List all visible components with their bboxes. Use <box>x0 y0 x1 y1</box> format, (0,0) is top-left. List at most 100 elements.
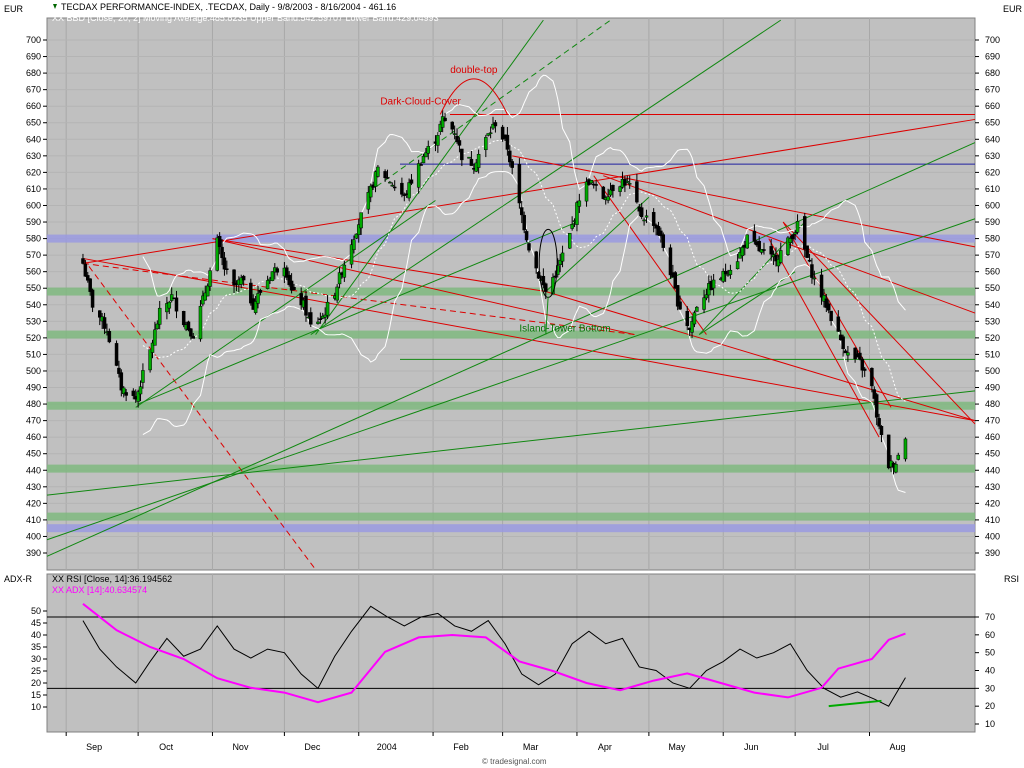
indicator-axes: 10 15 20 25 30 35 40 45 50 10 20 30 40 50 60 70 <box>31 606 995 729</box>
adx-tick-label: 30 <box>31 654 41 664</box>
candle-body <box>174 297 179 312</box>
trendline <box>135 200 436 408</box>
candle-body <box>299 293 303 306</box>
x-tick-label: Oct <box>159 742 174 752</box>
y-tick-label-right: 550 <box>985 283 1000 293</box>
y-tick-label-right: 460 <box>985 432 1000 442</box>
price-candles <box>81 109 908 475</box>
candle-body <box>841 336 845 350</box>
candle-body <box>186 321 191 331</box>
candle-body <box>534 251 538 269</box>
candle-body <box>678 301 682 310</box>
candle-body <box>601 186 606 199</box>
level-band <box>47 234 975 243</box>
candle-body <box>256 293 260 304</box>
candle-body <box>335 286 339 301</box>
candle-body <box>376 166 380 177</box>
y-tick-label-right: 490 <box>985 383 1000 393</box>
candle-body <box>191 336 196 339</box>
adx-line <box>82 603 906 704</box>
candle-body <box>249 282 253 304</box>
annotation-island-tower: Island-Tower Bottom <box>519 323 610 334</box>
candle-body <box>388 181 392 184</box>
y-tick-label-right: 480 <box>985 399 1000 409</box>
candle-body <box>793 232 797 235</box>
x-tick-label: Jul <box>817 742 829 752</box>
candle-body <box>524 231 529 241</box>
y-tick-label-right: 620 <box>985 167 1000 177</box>
adx-tick-label: 45 <box>31 618 41 628</box>
candle-body <box>675 285 680 307</box>
rsi-info: XX RSI [Close, 14]:36.194562 <box>52 574 172 584</box>
trendline <box>82 257 976 422</box>
candle-body <box>594 184 598 186</box>
candle-body <box>119 372 124 391</box>
trendline <box>310 19 782 335</box>
level-band <box>47 464 975 473</box>
candle-body <box>416 163 421 188</box>
y-tick-label-left: 440 <box>26 465 41 475</box>
y-tick-label-left: 400 <box>26 531 41 541</box>
y-tick-label-left: 500 <box>26 366 41 376</box>
y-tick-label-left: 610 <box>26 184 41 194</box>
candle-body <box>258 290 263 293</box>
rsi-tick-label: 50 <box>985 648 995 658</box>
candle-body <box>862 368 867 371</box>
candle-body <box>795 221 800 233</box>
candle-body <box>337 272 342 285</box>
candle-body <box>316 321 320 324</box>
candle-body <box>745 234 749 249</box>
candle-body <box>735 261 740 270</box>
y-tick-label-right: 470 <box>985 416 1000 426</box>
candle-body <box>642 219 646 222</box>
chart-header: TECDAX PERFORMANCE-INDEX, .TECDAX, Daily… <box>4 2 1023 23</box>
candle-body <box>520 207 524 216</box>
candle-body <box>826 303 831 311</box>
footer-credit: © tradesignal.com <box>482 757 547 766</box>
indicator-panel[interactable] <box>46 573 976 733</box>
candle-body <box>409 179 414 184</box>
candle-body <box>450 121 455 130</box>
candle-body <box>695 306 699 312</box>
candle-body <box>829 310 833 322</box>
y-tick-label-left: 580 <box>26 234 41 244</box>
y-tick-label-right: 660 <box>985 101 1000 111</box>
candle-body <box>141 370 145 383</box>
candle-body <box>220 246 224 259</box>
candle-body <box>121 387 126 395</box>
y-tick-label-left: 530 <box>26 316 41 326</box>
y-tick-label-left: 600 <box>26 200 41 210</box>
candle-body <box>208 270 212 287</box>
candle-body <box>896 454 901 460</box>
candle-body <box>86 275 90 281</box>
y-tick-label-right: 580 <box>985 234 1000 244</box>
candle-body <box>858 352 862 360</box>
candle-body <box>510 161 514 168</box>
candle-body <box>874 394 879 418</box>
candle-body <box>124 392 128 396</box>
candle-body <box>325 301 330 316</box>
candle-body <box>872 389 877 399</box>
y-tick-label-right: 610 <box>985 184 1000 194</box>
y-tick-label-right: 690 <box>985 52 1000 62</box>
candle-body <box>155 323 160 330</box>
y-tick-label-left: 480 <box>26 399 41 409</box>
candle-body <box>843 350 848 354</box>
candle-body <box>702 297 706 310</box>
candle-body <box>225 268 229 271</box>
candle-body <box>759 249 764 253</box>
currency-left: EUR <box>4 4 24 14</box>
x-tick-label: Nov <box>232 742 249 752</box>
y-tick-label-left: 640 <box>26 134 41 144</box>
rsi-divergence-line <box>828 699 882 708</box>
candle-body <box>222 257 227 270</box>
adx-tick-label: 40 <box>31 630 41 640</box>
candle-body <box>704 294 709 299</box>
adx-tick-label: 25 <box>31 666 41 676</box>
candle-body <box>723 270 728 275</box>
candle-body <box>570 224 574 229</box>
adx-tick-label: 50 <box>31 606 41 616</box>
candle-body <box>167 301 172 309</box>
candle-body <box>150 342 155 353</box>
x-axis: Sep Oct Nov Dec 2004 Feb Mar Apr May Jun Jul Aug <box>65 732 905 752</box>
